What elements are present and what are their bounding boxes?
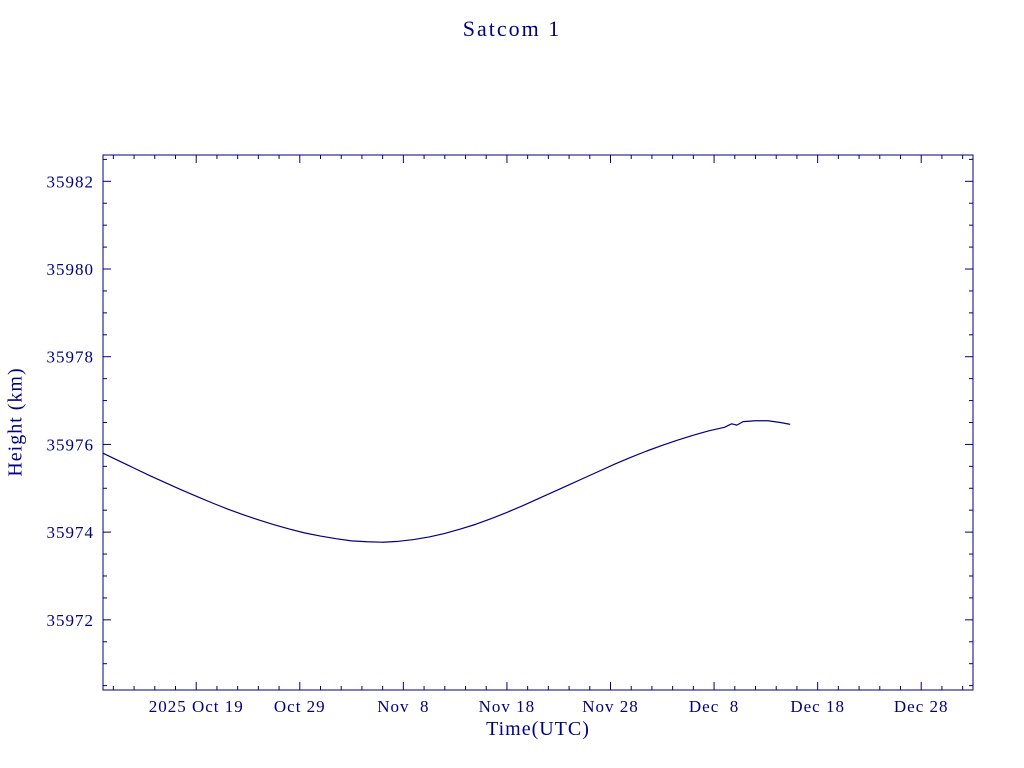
y-tick-label: 35974 — [47, 523, 95, 542]
x-axis-label: Time(UTC) — [486, 718, 590, 740]
y-tick-label: 35978 — [47, 348, 95, 367]
y-tick-label: 35976 — [47, 435, 95, 454]
data-series-line — [102, 420, 791, 543]
plot-frame — [102, 154, 974, 691]
x-tick-label: Nov 28 — [582, 697, 639, 716]
y-tick-label: 35980 — [47, 260, 95, 279]
y-tick-label: 35972 — [47, 611, 95, 630]
x-tick-label: 2025 Oct 19 — [149, 697, 244, 716]
x-tick-label: Dec 8 — [689, 697, 739, 716]
chart-title: Satcom 1 — [462, 16, 562, 41]
x-tick-label: Nov 8 — [377, 697, 429, 716]
y-tick-label: 35982 — [47, 172, 95, 191]
x-tick-label: Oct 29 — [274, 697, 326, 716]
x-tick-label: Dec 18 — [790, 697, 845, 716]
x-tick-label: Nov 18 — [479, 697, 536, 716]
x-tick-label: Dec 28 — [894, 697, 949, 716]
